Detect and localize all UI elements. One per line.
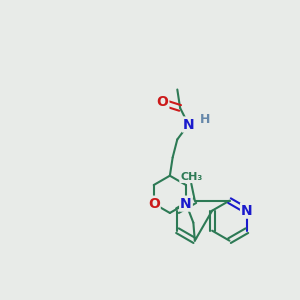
Text: N: N <box>180 196 192 211</box>
Text: H: H <box>200 113 210 126</box>
Text: O: O <box>157 95 168 110</box>
Text: N: N <box>183 118 194 131</box>
Text: CH₃: CH₃ <box>180 172 202 182</box>
Text: N: N <box>241 204 253 218</box>
Text: O: O <box>148 196 160 211</box>
